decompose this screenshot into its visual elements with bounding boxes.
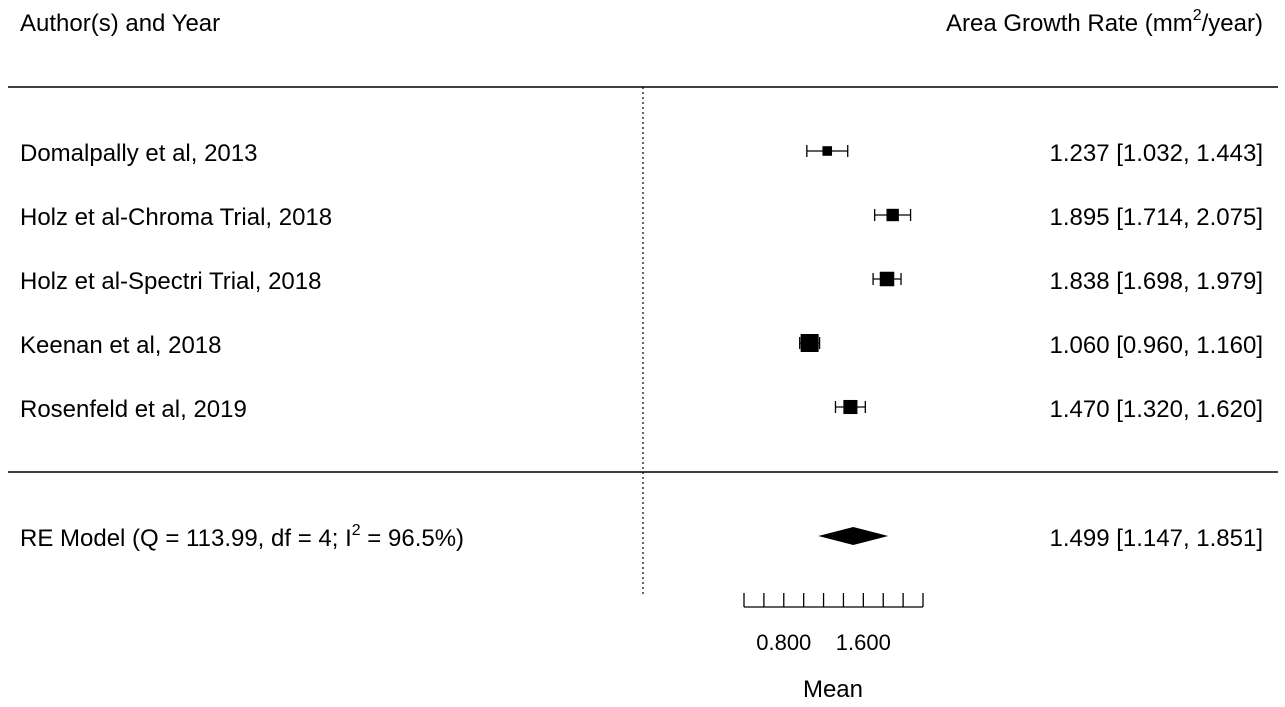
header-left: Author(s) and Year: [20, 10, 220, 37]
study-label: Holz et al-Chroma Trial, 2018: [20, 204, 332, 231]
summary-label-sup: 2: [352, 522, 361, 539]
header-right-main: Area Growth Rate (mm: [946, 10, 1193, 37]
study-row: Keenan et al, 2018 1.060 [0.960, 1.160]: [20, 332, 1263, 359]
header-right: Area Growth Rate (mm2/year): [946, 7, 1263, 37]
study-label: Domalpally et al, 2013: [20, 140, 257, 167]
study-row: Domalpally et al, 2013 1.237 [1.032, 1.44…: [20, 140, 1263, 167]
summary-label-tail: = 96.5%): [361, 525, 464, 552]
study-label: Rosenfeld et al, 2019: [20, 396, 247, 423]
x-axis-label: Mean: [803, 676, 863, 703]
study-row: Rosenfeld et al, 2019 1.470 [1.320, 1.620…: [20, 396, 1263, 423]
x-tick-label: 0.800: [756, 630, 811, 655]
study-estimate-text: 1.470 [1.320, 1.620]: [1049, 396, 1263, 423]
summary-diamond: [818, 527, 889, 545]
header-right-sup: 2: [1193, 7, 1202, 24]
estimate-marker: [879, 271, 895, 287]
study-row: Holz et al-Chroma Trial, 2018 1.895 [1.71…: [20, 204, 1263, 231]
x-tick-label: 1.600: [836, 630, 891, 655]
study-row: Holz et al-Spectri Trial, 2018 1.838 [1.6…: [20, 268, 1263, 295]
estimate-marker: [822, 146, 833, 156]
header-right-tail: /year): [1202, 10, 1263, 37]
study-label: Holz et al-Spectri Trial, 2018: [20, 268, 321, 295]
study-label: Keenan et al, 2018: [20, 332, 222, 359]
study-estimate-text: 1.060 [0.960, 1.160]: [1049, 332, 1263, 359]
x-axis: 0.800 1.600: [743, 593, 924, 655]
summary-row: RE Model (Q = 113.99, df = 4; I2 = 96.5%…: [20, 522, 1263, 552]
estimate-marker: [843, 399, 858, 415]
study-estimate-text: 1.237 [1.032, 1.443]: [1049, 140, 1263, 167]
summary-label-main: RE Model (Q = 113.99, df = 4; I: [20, 525, 352, 552]
study-estimate-text: 1.895 [1.714, 2.075]: [1049, 204, 1263, 231]
estimate-marker: [800, 334, 819, 352]
summary-estimate-text: 1.499 [1.147, 1.851]: [1049, 525, 1263, 552]
estimate-marker: [886, 208, 899, 222]
summary-label: RE Model (Q = 113.99, df = 4; I2 = 96.5%…: [20, 522, 464, 552]
study-estimate-text: 1.838 [1.698, 1.979]: [1049, 268, 1263, 295]
study-rows: Domalpally et al, 2013 1.237 [1.032, 1.44…: [20, 140, 1263, 423]
